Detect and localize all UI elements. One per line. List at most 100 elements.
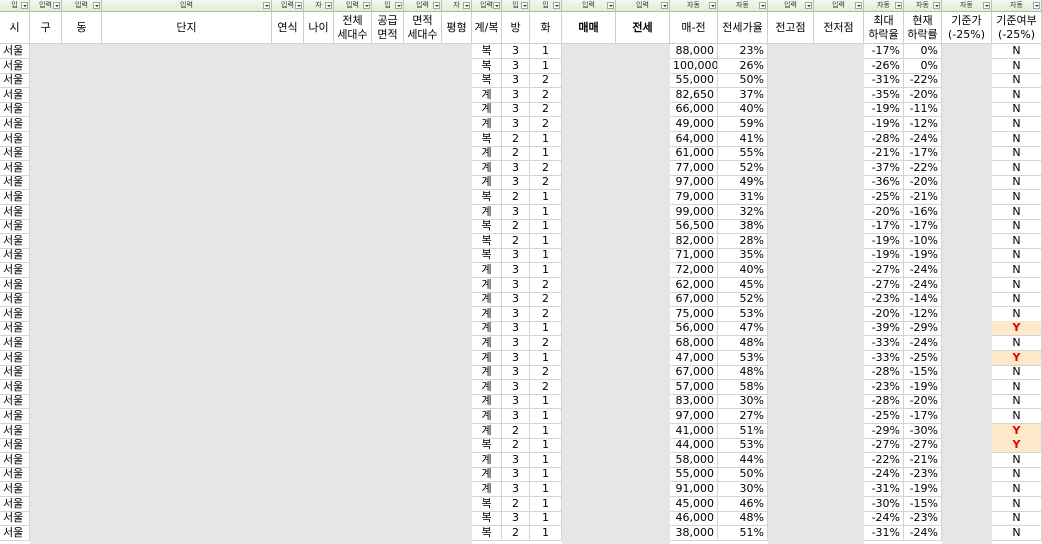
cell[interactable]: 2: [502, 438, 530, 454]
cell[interactable]: 서울: [0, 160, 30, 176]
cell[interactable]: -20%: [904, 175, 942, 191]
cell[interactable]: 44%: [718, 452, 768, 468]
cell[interactable]: 1: [530, 350, 562, 366]
cell[interactable]: 0%: [904, 58, 942, 74]
filter-cell[interactable]: 입력: [814, 0, 864, 12]
cell[interactable]: 61,000: [670, 146, 718, 162]
cell[interactable]: 계: [472, 336, 502, 351]
cell[interactable]: 복: [472, 233, 502, 249]
cell[interactable]: 계: [472, 365, 502, 381]
cell[interactable]: 3: [502, 336, 530, 351]
cell[interactable]: 3: [502, 379, 530, 395]
cell[interactable]: 31%: [718, 190, 768, 205]
cell[interactable]: N: [992, 482, 1042, 497]
cell[interactable]: 1: [530, 263, 562, 278]
cell[interactable]: -17%: [864, 44, 904, 59]
cell[interactable]: -17%: [864, 219, 904, 235]
cell[interactable]: 3: [502, 409, 530, 424]
filter-cell[interactable]: 자동: [942, 0, 992, 12]
filter-cell[interactable]: 자동: [718, 0, 768, 12]
cell[interactable]: -24%: [864, 511, 904, 527]
cell[interactable]: -27%: [864, 438, 904, 454]
cell[interactable]: 복: [472, 58, 502, 74]
cell[interactable]: 2: [530, 277, 562, 293]
cell[interactable]: -12%: [904, 306, 942, 322]
cell[interactable]: 82,650: [670, 87, 718, 103]
cell[interactable]: 47%: [718, 321, 768, 337]
cell[interactable]: N: [992, 44, 1042, 59]
cell[interactable]: -19%: [904, 482, 942, 497]
cell[interactable]: 서울: [0, 452, 30, 468]
cell[interactable]: 1: [530, 321, 562, 337]
cell[interactable]: 67,000: [670, 365, 718, 381]
cell[interactable]: -22%: [904, 73, 942, 89]
cell[interactable]: 서울: [0, 511, 30, 527]
cell[interactable]: 52%: [718, 292, 768, 308]
cell[interactable]: -24%: [904, 277, 942, 293]
cell[interactable]: 88,000: [670, 44, 718, 59]
cell[interactable]: 3: [502, 160, 530, 176]
cell[interactable]: 복: [472, 438, 502, 454]
filter-cell[interactable]: 자동: [670, 0, 718, 12]
cell[interactable]: 복: [472, 219, 502, 235]
cell[interactable]: -27%: [864, 277, 904, 293]
filter-button[interactable]: [433, 2, 440, 9]
cell[interactable]: 38%: [718, 219, 768, 235]
cell[interactable]: -28%: [864, 131, 904, 147]
cell[interactable]: 45%: [718, 277, 768, 293]
cell[interactable]: N: [992, 409, 1042, 424]
cell[interactable]: 67,000: [670, 292, 718, 308]
cell[interactable]: -27%: [904, 438, 942, 454]
cell[interactable]: 97,000: [670, 175, 718, 191]
cell[interactable]: -17%: [904, 409, 942, 424]
cell[interactable]: 1: [530, 146, 562, 162]
filter-cell[interactable]: 입력: [272, 0, 304, 12]
filter-button[interactable]: [521, 2, 528, 9]
cell[interactable]: 35%: [718, 248, 768, 264]
cell[interactable]: 계: [472, 160, 502, 176]
cell[interactable]: 40%: [718, 263, 768, 278]
cell[interactable]: 서울: [0, 336, 30, 351]
cell[interactable]: 서울: [0, 73, 30, 89]
cell[interactable]: -15%: [904, 496, 942, 512]
cell[interactable]: -19%: [864, 102, 904, 118]
filter-cell[interactable]: 입: [372, 0, 404, 12]
cell[interactable]: 2: [530, 87, 562, 103]
filter-cell[interactable]: 입: [0, 0, 30, 12]
cell[interactable]: -24%: [904, 131, 942, 147]
cell[interactable]: 1: [530, 452, 562, 468]
cell[interactable]: N: [992, 277, 1042, 293]
cell[interactable]: 서울: [0, 102, 30, 118]
cell[interactable]: 계: [472, 379, 502, 395]
cell[interactable]: -24%: [904, 336, 942, 351]
cell[interactable]: 계: [472, 292, 502, 308]
cell[interactable]: 3: [502, 102, 530, 118]
cell[interactable]: N: [992, 336, 1042, 351]
cell[interactable]: 서울: [0, 44, 30, 59]
cell[interactable]: 계: [472, 175, 502, 191]
cell[interactable]: -25%: [864, 190, 904, 205]
cell[interactable]: 1: [530, 511, 562, 527]
cell[interactable]: -30%: [864, 496, 904, 512]
cell[interactable]: 서울: [0, 394, 30, 410]
cell[interactable]: 3: [502, 394, 530, 410]
cell[interactable]: 2: [530, 73, 562, 89]
cell[interactable]: N: [992, 306, 1042, 322]
cell[interactable]: 2: [530, 379, 562, 395]
cell[interactable]: Y: [992, 350, 1042, 366]
cell[interactable]: 55%: [718, 146, 768, 162]
cell[interactable]: -21%: [904, 452, 942, 468]
cell[interactable]: -23%: [904, 511, 942, 527]
cell[interactable]: 서울: [0, 175, 30, 191]
cell[interactable]: 계: [472, 102, 502, 118]
cell[interactable]: -33%: [864, 336, 904, 351]
cell[interactable]: N: [992, 73, 1042, 89]
cell[interactable]: 30%: [718, 394, 768, 410]
cell[interactable]: 2: [502, 233, 530, 249]
filter-cell[interactable]: 입력: [404, 0, 442, 12]
filter-button[interactable]: [1033, 2, 1040, 9]
cell[interactable]: -29%: [904, 321, 942, 337]
cell[interactable]: 서울: [0, 365, 30, 381]
cell[interactable]: 1: [530, 204, 562, 220]
cell[interactable]: 0%: [904, 44, 942, 59]
